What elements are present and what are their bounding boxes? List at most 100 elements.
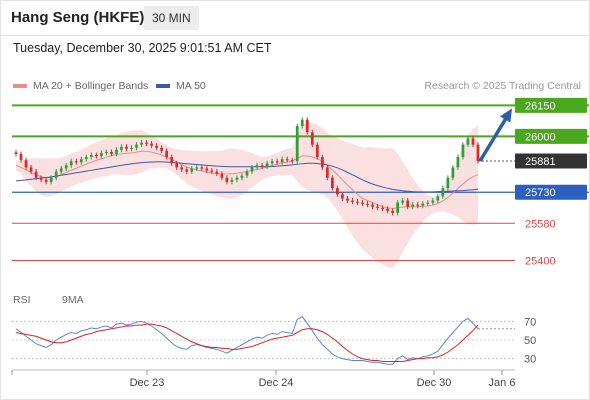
- rsi-tick-30: 30: [524, 354, 536, 366]
- candle-body: [59, 168, 63, 172]
- level-label-26000: 26000: [525, 131, 556, 143]
- timestamp: Tuesday, December 30, 2025 9:01:51 AM CE…: [13, 41, 272, 55]
- credit-text: Research © 2025 Trading Central: [424, 80, 581, 92]
- candle: [255, 162, 259, 170]
- candle-body: [461, 144, 465, 158]
- candle-body: [99, 152, 103, 157]
- candle-body: [471, 138, 475, 145]
- legend-ma20: MA 20 + Bollinger Bands: [13, 80, 148, 92]
- time-tick-label: Dec 23: [130, 377, 165, 389]
- candle-body: [69, 161, 73, 166]
- interval-badge[interactable]: 30 MIN: [144, 6, 199, 30]
- candle: [310, 129, 314, 148]
- candle-body: [245, 171, 249, 176]
- candle: [381, 205, 384, 212]
- candle-body: [336, 188, 339, 195]
- candle-body: [165, 150, 169, 158]
- level-label-25400: 25400: [525, 256, 556, 268]
- candle-body: [190, 168, 194, 172]
- candle: [145, 140, 148, 147]
- candle-body: [466, 138, 470, 145]
- candle-body: [320, 157, 324, 168]
- candle-body: [315, 144, 319, 158]
- candle: [426, 200, 430, 207]
- candle-body: [325, 167, 329, 178]
- candle: [265, 160, 269, 169]
- candle: [89, 152, 93, 160]
- candle: [200, 164, 204, 171]
- candle-body: [426, 202, 430, 204]
- candle-body: [421, 203, 425, 206]
- candle-body: [130, 147, 133, 149]
- candle: [185, 167, 189, 175]
- chart-header: Hang Seng (HKFE) 30 MIN: [0, 0, 590, 36]
- candle: [120, 144, 123, 153]
- candle-body: [255, 165, 259, 168]
- candle-body: [170, 157, 174, 164]
- candle: [386, 206, 389, 214]
- rsi-tick-70: 70: [524, 316, 536, 328]
- level-box-25881: [515, 153, 587, 169]
- candle: [366, 201, 369, 208]
- ma50-swatch-icon: [156, 84, 170, 88]
- candle-body: [431, 200, 435, 203]
- candle-body: [295, 126, 299, 162]
- candle: [74, 158, 78, 165]
- candle: [160, 145, 164, 154]
- candle-body: [381, 207, 384, 209]
- candle: [341, 191, 344, 201]
- candle-body: [235, 177, 239, 180]
- candle-body: [94, 155, 98, 157]
- candle: [115, 147, 118, 157]
- candle: [270, 158, 274, 166]
- legend-rsi: RSI: [13, 294, 31, 306]
- candle-body: [250, 167, 254, 172]
- candle-body: [205, 168, 209, 171]
- candle-body: [74, 161, 78, 163]
- legend-rsi-ma9: 9MA: [62, 294, 84, 306]
- bollinger-band: [16, 122, 478, 269]
- rsi-ma9-line: [15, 323, 479, 362]
- candle: [34, 169, 38, 181]
- candle: [59, 165, 63, 175]
- candle-body: [210, 170, 214, 172]
- candle-body: [145, 142, 148, 144]
- candle-body: [260, 165, 264, 167]
- candle-body: [346, 198, 349, 201]
- rsi-label: RSI: [13, 294, 31, 306]
- candle-body: [175, 163, 179, 168]
- level-box-26150: [515, 97, 587, 113]
- candle: [406, 198, 410, 210]
- candle-body: [150, 143, 153, 146]
- candle-body: [64, 165, 68, 169]
- time-tick-label: Jan 6: [489, 377, 516, 389]
- candle: [165, 148, 169, 160]
- candle-body: [356, 201, 359, 203]
- candle: [325, 164, 329, 181]
- candle: [466, 135, 470, 148]
- candle-body: [39, 177, 43, 180]
- candle: [336, 185, 339, 197]
- candle-body: [446, 177, 450, 189]
- candle-body: [310, 132, 314, 145]
- candle-body: [160, 147, 164, 151]
- candle: [346, 195, 349, 203]
- candle: [315, 142, 319, 160]
- candle: [19, 151, 23, 163]
- candle-body: [366, 203, 369, 205]
- candle: [105, 149, 108, 156]
- candle: [49, 175, 53, 185]
- candle: [371, 202, 374, 210]
- legend-ma50: MA 50: [156, 80, 206, 92]
- candle: [155, 143, 158, 151]
- price-panel: 26150 26000 25881 25730 25580 25400: [12, 97, 590, 269]
- candle: [190, 165, 194, 175]
- candle: [471, 135, 475, 148]
- candle-body: [451, 167, 455, 178]
- candle: [125, 144, 128, 152]
- candle: [320, 154, 324, 170]
- candle: [416, 202, 420, 209]
- candle-body: [371, 204, 374, 207]
- candle: [401, 198, 405, 206]
